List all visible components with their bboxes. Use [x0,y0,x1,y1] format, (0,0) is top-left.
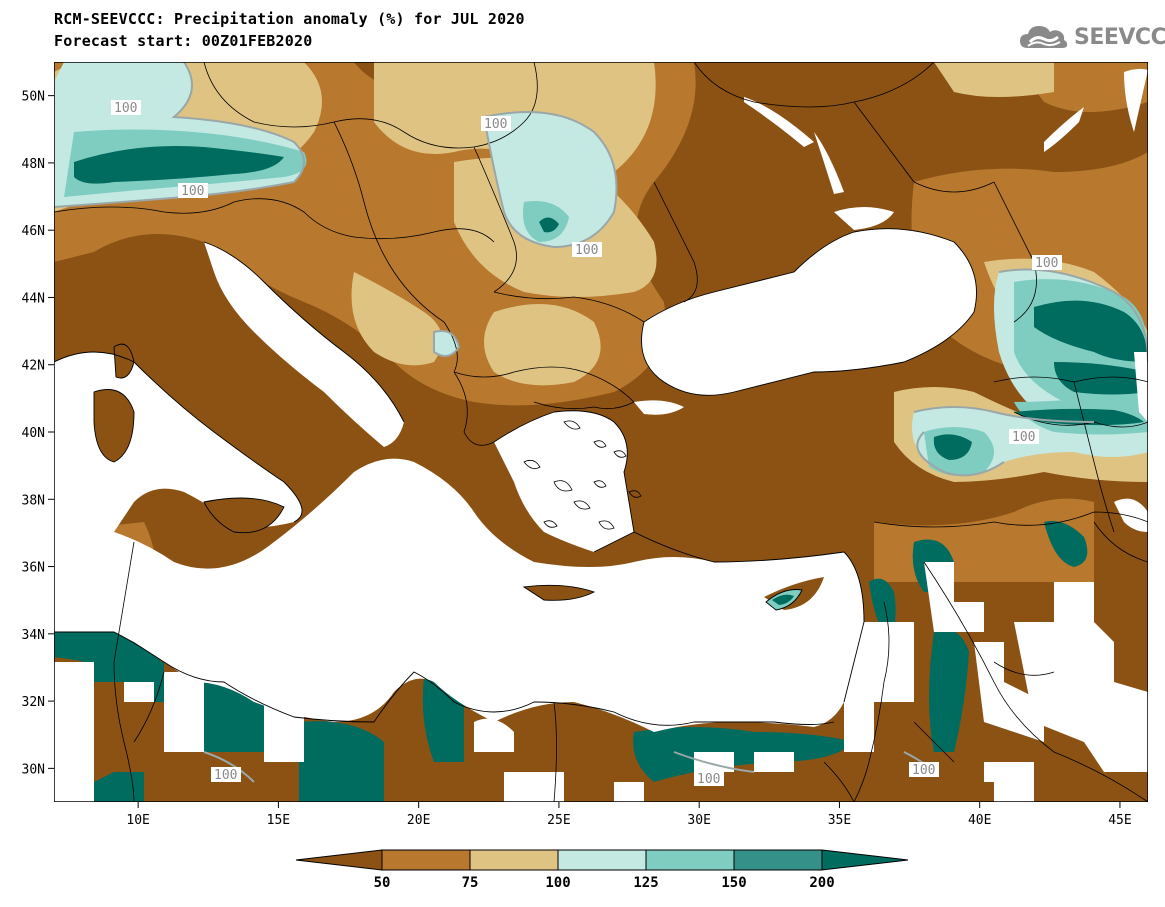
colorbar-segment [557,849,647,871]
colorbar-tick-label: 75 [462,875,479,891]
precipitation-anomaly-map: 100 100 100 100 100 100 100 100 100 [54,62,1148,802]
colorbar-tick-label: 125 [633,875,658,891]
lon-tick-label: 20E [407,813,430,828]
lat-tick-label: 40N [22,426,45,441]
lon-tick-label: 15E [267,813,290,828]
contour-label: 100 [211,767,241,783]
colorbar-segment [733,849,823,871]
cloud-icon [1020,26,1068,48]
forecast-start-label: Forecast start: 00Z01FEB2020 [54,32,313,50]
lat-tick-label: 34N [22,628,45,643]
colorbar-tick-label: 100 [545,875,570,891]
colorbar-segment [645,849,735,871]
lat-tick-label: 46N [22,224,45,239]
contour-label: 100 [481,116,511,132]
contour-label: 100 [178,183,208,199]
svg-text:100: 100 [1012,430,1035,445]
lat-tick-label: 48N [22,157,45,172]
svg-text:100: 100 [912,763,935,778]
contour-label: 100 [111,100,141,116]
aegean-islands [523,420,642,530]
logo-text: SEEVCCC [1074,24,1165,50]
contour-label: 100 [1009,429,1039,445]
latitude-axis: 50N 48N 46N 44N 42N 40N 38N 36N 34N 32N 30N [22,90,54,777]
svg-text:100: 100 [484,117,507,132]
colorbar-lower-triangle [295,849,383,871]
lat-tick-label: 36N [22,561,45,576]
contour-label: 100 [909,762,939,778]
anomaly-very-wet-areas [54,146,1148,802]
lat-tick-label: 44N [22,291,45,306]
longitude-axis: 10E 15E 20E 25E 30E 35E 40E 45E [126,802,1132,828]
lat-tick-label: 50N [22,90,45,105]
cyprus-anomaly [766,589,802,610]
colorbar-tick-label: 200 [809,875,834,891]
country-borders [54,62,1148,802]
colorbar-segment [381,849,471,871]
lat-tick-label: 42N [22,359,45,374]
svg-text:100: 100 [1035,256,1058,271]
lat-tick-label: 38N [22,493,45,508]
lon-tick-label: 40E [968,813,991,828]
lon-tick-label: 35E [828,813,851,828]
contour-label: 100 [694,771,724,787]
colorbar: 50 75 100 125 150 200 [295,849,909,891]
contour-label-group: 100 100 100 100 100 100 100 100 100 [111,100,1062,787]
coastlines [54,228,977,726]
svg-text:100: 100 [697,772,720,787]
sea-mask [54,68,1148,802]
lon-tick-label: 30E [687,813,710,828]
seevccc-logo: SEEVCCC [1018,22,1165,52]
lat-tick-label: 32N [22,695,45,710]
colorbar-tick-label: 50 [374,875,391,891]
lat-tick-label: 30N [22,762,45,777]
svg-text:100: 100 [214,768,237,783]
svg-text:100: 100 [575,243,598,258]
contour-label: 100 [1032,255,1062,271]
lon-tick-label: 45E [1108,813,1131,828]
lon-tick-label: 10E [126,813,149,828]
svg-text:100: 100 [114,101,137,116]
contour-label: 100 [572,242,602,258]
colorbar-segment [469,849,559,871]
colorbar-upper-triangle [821,849,909,871]
svg-text:100: 100 [181,184,204,199]
colorbar-tick-label: 150 [721,875,746,891]
map-title: RCM-SEEVCCC: Precipitation anomaly (%) f… [54,10,525,28]
lon-tick-label: 25E [547,813,570,828]
